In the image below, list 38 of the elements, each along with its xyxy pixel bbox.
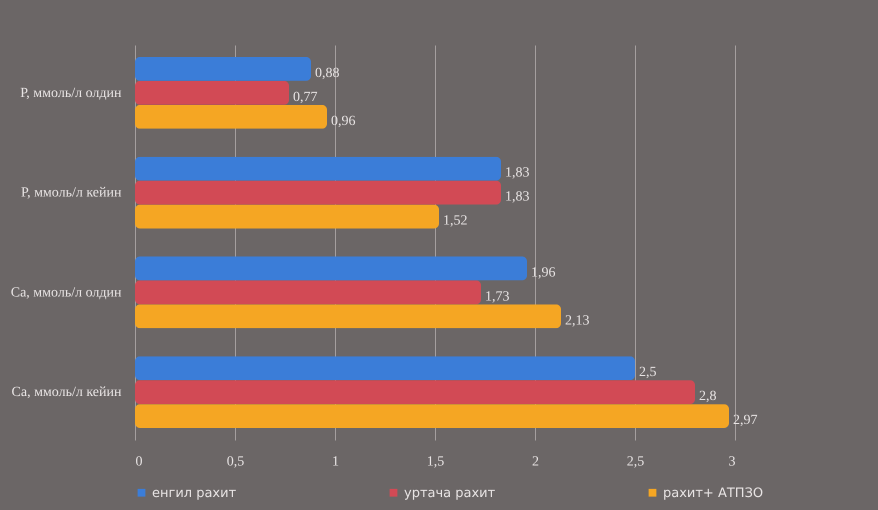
y-tick-label: Са, ммоль/л олдин (10, 285, 122, 300)
bar (135, 380, 695, 404)
x-tick-label: 1 (332, 454, 339, 470)
data-label: 1,73 (485, 289, 510, 304)
data-label: 1,83 (505, 190, 530, 205)
legend-label: уртача рахит (404, 486, 496, 501)
bar (135, 56, 311, 81)
bar (135, 356, 635, 380)
legend-label: рахит+ АТПЗО (663, 486, 764, 501)
y-tick-label: Р, ммоль/л кейин (21, 186, 122, 201)
data-label: 2,97 (733, 413, 758, 428)
data-label: 1,52 (443, 214, 468, 229)
data-label: 0,88 (315, 66, 340, 81)
bar (135, 304, 561, 328)
bar (135, 104, 327, 129)
x-tick-label: 0 (136, 454, 142, 470)
data-label: 1,96 (531, 265, 556, 280)
x-tick-label: 2 (532, 454, 539, 470)
data-label: 1,83 (505, 166, 530, 181)
y-tick-label: Са, ммоль/л кейин (12, 385, 122, 400)
data-label: 2,13 (565, 313, 590, 328)
x-tick-label: 1,5 (426, 454, 444, 470)
bar (135, 80, 289, 105)
bar (135, 180, 501, 205)
data-label: 2,8 (699, 389, 716, 404)
bar (135, 404, 729, 428)
x-tick-label: 2,5 (626, 454, 644, 470)
x-tick-label: 0,5 (226, 454, 244, 470)
y-tick-label: Р, ммоль/л олдин (20, 86, 122, 101)
bar (135, 256, 527, 280)
bar (135, 280, 481, 304)
data-label: 0,96 (331, 114, 356, 129)
x-tick-label: 3 (728, 454, 736, 470)
bar (135, 204, 439, 229)
bar (135, 156, 501, 181)
data-label: 2,5 (639, 365, 656, 380)
data-label: 0,77 (293, 90, 318, 105)
legend-label: енгил рахит (152, 486, 237, 501)
